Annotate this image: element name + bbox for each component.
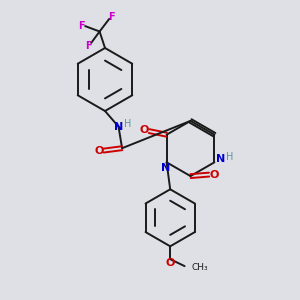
Text: O: O <box>166 257 175 268</box>
Text: O: O <box>94 146 104 156</box>
Text: N: N <box>216 154 226 164</box>
Text: F: F <box>85 41 92 52</box>
Text: H: H <box>226 152 233 162</box>
Text: O: O <box>209 169 219 180</box>
Text: O: O <box>140 124 149 135</box>
Text: H: H <box>124 119 132 129</box>
Text: F: F <box>78 21 85 31</box>
Text: F: F <box>108 12 115 22</box>
Text: CH₃: CH₃ <box>191 263 208 272</box>
Text: N: N <box>114 122 123 132</box>
Text: N: N <box>161 163 170 173</box>
